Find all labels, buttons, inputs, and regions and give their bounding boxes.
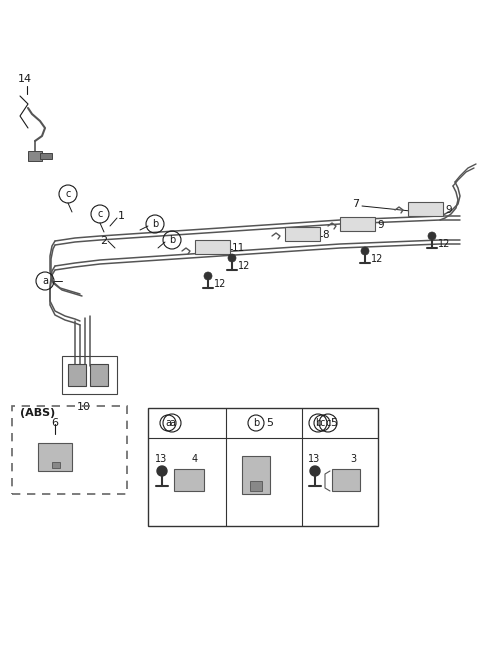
Text: b: b	[253, 418, 259, 428]
Text: 2: 2	[100, 236, 107, 246]
Text: a: a	[42, 276, 48, 286]
Bar	[40, 153, 52, 159]
Circle shape	[361, 247, 369, 255]
Bar	[408, 202, 443, 216]
Bar	[174, 469, 204, 491]
Text: 4: 4	[192, 454, 198, 464]
Text: 12: 12	[238, 261, 251, 271]
Circle shape	[228, 254, 236, 262]
Text: 5: 5	[330, 418, 337, 428]
Text: 9: 9	[445, 205, 452, 215]
Text: 12: 12	[371, 254, 384, 264]
Text: b: b	[315, 418, 321, 428]
Text: 6: 6	[51, 418, 59, 428]
Text: 12: 12	[438, 239, 450, 249]
Text: 14: 14	[18, 74, 32, 84]
Text: 13: 13	[308, 454, 320, 464]
Text: 9: 9	[377, 220, 384, 230]
Bar	[332, 469, 360, 491]
Bar	[195, 240, 230, 254]
Text: c: c	[325, 418, 331, 428]
Bar	[285, 227, 320, 241]
Text: a: a	[165, 418, 171, 428]
Circle shape	[310, 466, 320, 476]
Text: 13: 13	[155, 454, 167, 464]
Bar	[38, 443, 72, 471]
Text: c: c	[97, 209, 103, 219]
Bar	[28, 151, 42, 161]
Text: 1: 1	[118, 211, 125, 221]
Text: b: b	[152, 219, 158, 229]
Text: 8: 8	[322, 230, 329, 240]
Bar	[52, 462, 60, 468]
Circle shape	[428, 232, 436, 240]
Bar	[68, 364, 86, 386]
Text: 11: 11	[232, 243, 245, 253]
Text: 10: 10	[77, 402, 91, 412]
Text: 7: 7	[352, 199, 359, 209]
Bar	[62, 356, 117, 394]
Text: c: c	[65, 189, 71, 199]
Text: 12: 12	[214, 279, 227, 289]
Bar	[148, 408, 378, 526]
Text: a: a	[169, 418, 175, 428]
Circle shape	[157, 466, 167, 476]
Text: b: b	[169, 235, 175, 245]
Bar	[90, 364, 108, 386]
Bar	[340, 217, 375, 231]
Bar	[242, 456, 270, 494]
Bar	[250, 481, 262, 491]
Text: (ABS): (ABS)	[20, 408, 55, 418]
Text: c: c	[319, 418, 324, 428]
Text: 3: 3	[350, 454, 356, 464]
Circle shape	[204, 272, 212, 280]
Text: 5: 5	[266, 418, 273, 428]
